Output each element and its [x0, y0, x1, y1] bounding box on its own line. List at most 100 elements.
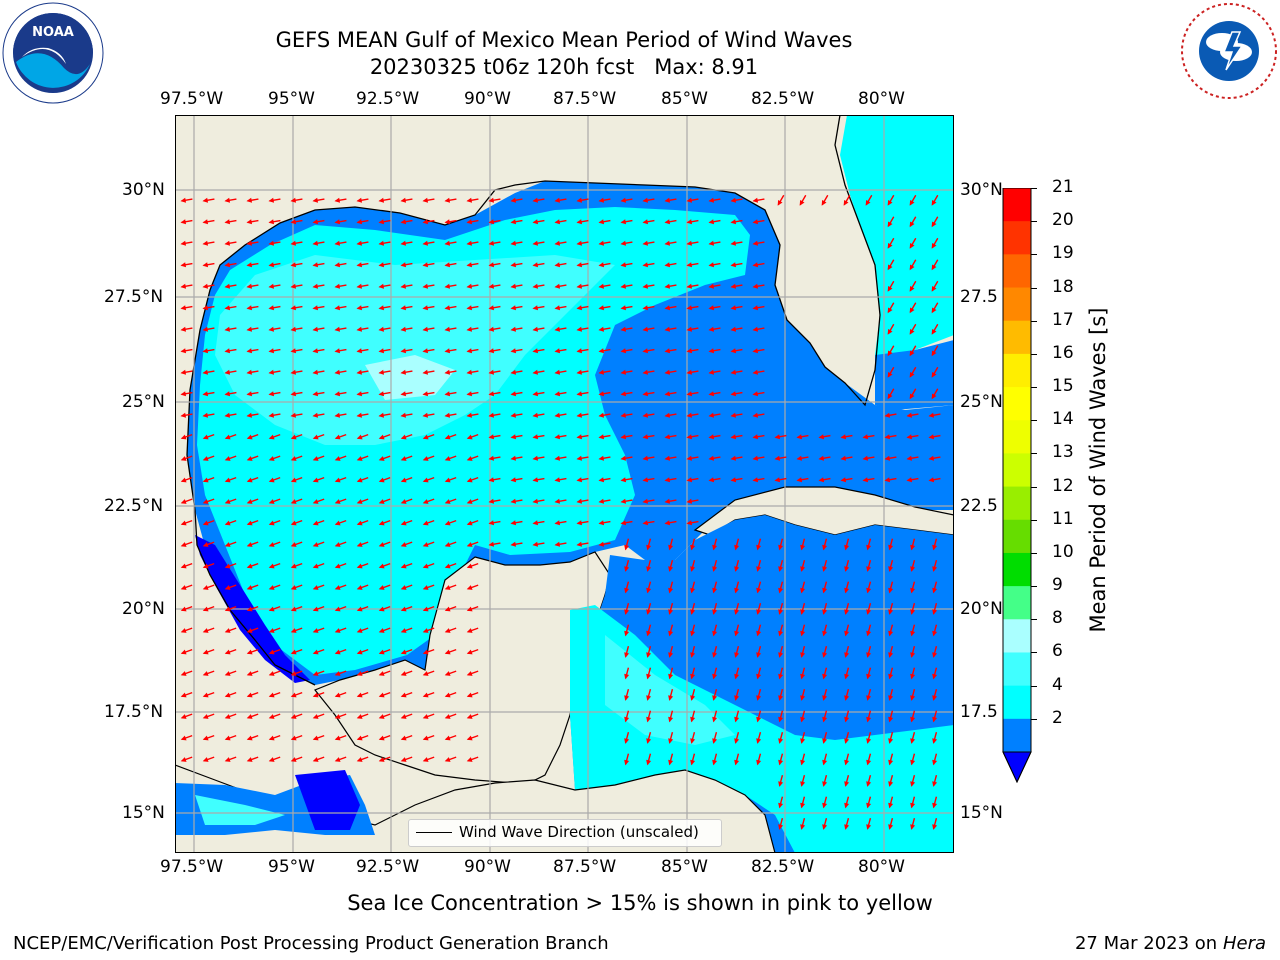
date-stamp: 27 Mar 2023 on Hera [1075, 933, 1266, 954]
colorbar-tick-mark [1031, 188, 1037, 189]
wind-wave-arrow-head [510, 262, 517, 268]
wind-wave-arrow-head [646, 738, 652, 744]
wind-wave-arrow-head [246, 585, 253, 590]
wind-wave-arrow-head [752, 305, 759, 311]
wind-wave-arrow-head [378, 542, 385, 547]
wind-wave-arrow-head [752, 455, 759, 461]
wind-wave-arrow-head [822, 695, 828, 701]
wind-wave-arrow-head [422, 434, 429, 440]
right-lat-label-20n: 20°N [960, 599, 1003, 619]
wind-wave-arrow-head [202, 606, 209, 612]
wind-wave-arrow-head [202, 283, 209, 289]
wind-wave-arrow-head [532, 262, 539, 268]
colorbar-tick-mark [1031, 221, 1037, 223]
wind-wave-arrow-head [422, 348, 429, 354]
wind-wave-arrow-head [202, 326, 209, 332]
wind-wave-arrow-head [202, 477, 209, 483]
wind-wave-arrow-head [444, 649, 451, 655]
wind-wave-arrow-head [334, 348, 341, 354]
wind-wave-arrow-head [664, 240, 671, 246]
wind-wave-arrow-head [598, 283, 605, 289]
wind-wave-arrow-head [554, 498, 561, 504]
wind-wave-arrow-head [664, 391, 671, 397]
wind-wave-arrow-head [290, 563, 297, 569]
wind-wave-arrow-head [844, 759, 850, 766]
wind-wave-arrow-head [931, 199, 937, 206]
wind-wave-arrow-head [822, 652, 828, 658]
wind-wave-arrow-head [488, 305, 495, 311]
wind-wave-arrow-head [312, 671, 319, 676]
wind-wave-arrow-head [444, 326, 451, 332]
wind-wave-arrow-head [202, 649, 209, 655]
wind-wave-arrow-head [932, 673, 938, 680]
wind-wave-arrow-head [466, 714, 473, 719]
wind-wave-arrow-head [180, 283, 187, 289]
wind-wave-arrow-head [488, 348, 495, 354]
wind-wave-arrow-head [708, 240, 715, 246]
wind-wave-arrow-head [422, 714, 429, 719]
wind-wave-arrow-head [202, 305, 209, 311]
wind-wave-arrow-head [822, 759, 828, 766]
wind-wave-arrow-head [756, 652, 762, 658]
wind-wave-arrow-head [888, 673, 894, 680]
wind-wave-arrow-head [932, 566, 938, 572]
wind-wave-arrow-head [884, 412, 891, 418]
wind-wave-arrow-head [400, 369, 407, 375]
wind-wave-arrow-head [488, 326, 495, 332]
credit-text: NCEP/EMC/Verification Post Processing Pr… [13, 933, 609, 954]
wind-wave-arrow-head [800, 566, 806, 572]
wind-wave-arrow-head [756, 695, 762, 701]
wind-wave-arrow-head [466, 391, 473, 397]
wind-wave-arrow-head [598, 369, 605, 375]
wind-wave-arrow-head [642, 412, 649, 418]
wind-wave-arrow-head [624, 652, 630, 658]
wind-wave-arrow-head [642, 348, 649, 354]
wind-wave-arrow-head [931, 328, 937, 335]
wind-wave-arrow-head [778, 759, 784, 766]
wind-wave-arrow-head [444, 456, 451, 461]
wind-wave-arrow-head [712, 587, 718, 594]
colorbar-segment [1003, 718, 1031, 753]
wind-wave-arrow-head [268, 714, 275, 719]
wind-wave-arrow-head [646, 630, 652, 637]
wind-wave-arrow-head [778, 824, 784, 830]
colorbar [1002, 188, 1032, 784]
wind-wave-arrow-head [334, 757, 341, 762]
wind-wave-arrow-head [400, 197, 407, 203]
wind-wave-arrow-head [444, 262, 451, 268]
wind-wave-arrow-head [598, 541, 605, 547]
wind-wave-arrow-head [334, 692, 341, 698]
wind-wave-arrow-head [686, 240, 693, 246]
wind-wave-arrow-head [620, 391, 627, 397]
wind-wave-arrow-head [268, 283, 275, 289]
top-lon-label-92-5w: 92.5°W [356, 89, 420, 109]
wind-wave-arrow-head [444, 412, 451, 418]
wind-wave-arrow-head [400, 219, 407, 225]
wind-wave-arrow-head [290, 219, 297, 225]
colorbar-segment [1003, 221, 1031, 255]
wind-wave-arrow-head [686, 434, 693, 440]
wind-wave-arrow-head [686, 455, 693, 461]
wind-wave-arrow-head [444, 692, 451, 698]
wind-wave-arrow-head [356, 585, 363, 590]
wind-wave-arrow-head [734, 759, 740, 766]
wind-wave-arrow-head [690, 759, 696, 766]
wind-wave-arrow-head [334, 456, 341, 461]
wind-wave-arrow-head [444, 735, 451, 741]
wind-wave-arrow-head [624, 609, 630, 615]
wind-wave-arrow-head [840, 477, 847, 483]
wind-wave-arrow-head [334, 262, 341, 268]
wind-wave-arrow-head [422, 671, 429, 676]
wind-wave-arrow-head [246, 563, 253, 569]
wind-wave-arrow-head [466, 197, 473, 203]
wind-wave-arrow-head [224, 348, 231, 354]
colorbar-tick-label: 8 [1052, 608, 1063, 629]
wind-wave-arrow-head [866, 738, 872, 744]
wind-wave-arrow-head [598, 262, 605, 268]
wind-wave-arrow-head [422, 456, 429, 461]
wind-wave-arrow-head [598, 326, 605, 332]
wind-wave-arrow-head [752, 326, 759, 332]
wind-wave-arrow-head [334, 240, 341, 246]
wind-wave-arrow-head [928, 412, 935, 418]
wind-wave-arrow-head [356, 434, 363, 440]
